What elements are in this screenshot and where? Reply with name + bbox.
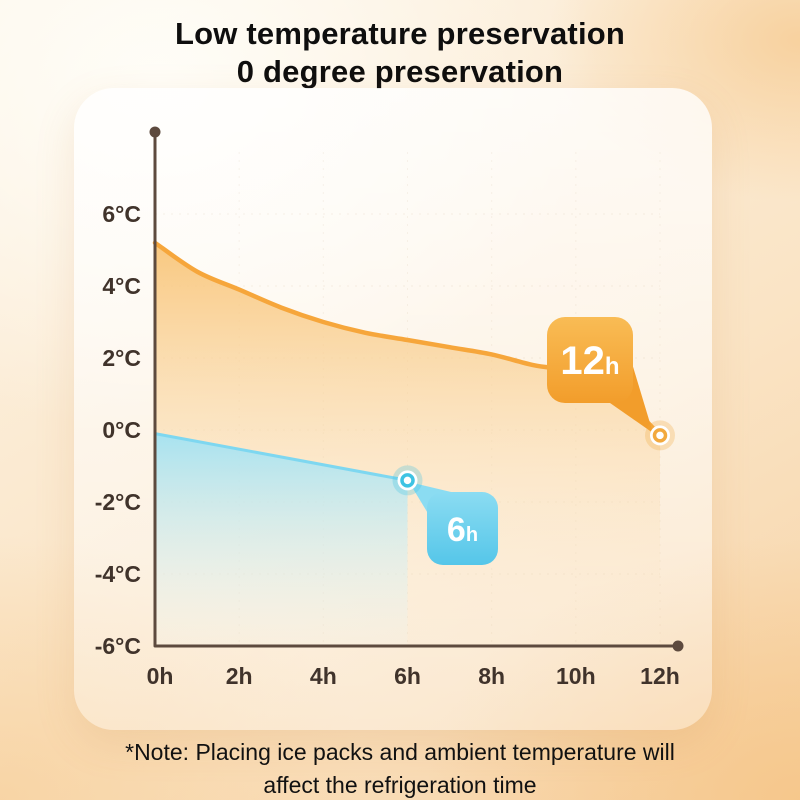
time-badge-6h: 6h bbox=[409, 482, 498, 565]
badge-label: 12h bbox=[560, 339, 619, 383]
x-axis-end-dot bbox=[672, 640, 684, 652]
footnote-line-2: affect the refrigeration time bbox=[263, 771, 537, 798]
x-tick-label: 0h bbox=[147, 663, 174, 689]
axes bbox=[153, 130, 680, 648]
x-tick-label: 8h bbox=[478, 663, 505, 689]
x-tick-label: 6h bbox=[394, 663, 421, 689]
x-tick-label: 2h bbox=[226, 663, 253, 689]
endpoint-ring-preservation-12h bbox=[652, 428, 668, 443]
badge-body bbox=[427, 492, 498, 565]
series-area-preservation-6h bbox=[155, 433, 408, 646]
y-tick-label: -2°C bbox=[95, 489, 141, 515]
y-tick-label: 6°C bbox=[102, 201, 141, 227]
series-line-preservation-6h bbox=[153, 432, 409, 482]
badge-label: 6h bbox=[447, 511, 478, 549]
y-tick-label: -4°C bbox=[95, 561, 141, 587]
x-tick-label: 4h bbox=[310, 663, 337, 689]
badge-body bbox=[547, 317, 633, 403]
x-tick-label: 12h bbox=[640, 663, 680, 689]
y-tick-label: 2°C bbox=[102, 345, 141, 371]
footnote: *Note: Placing ice packs and ambient tem… bbox=[0, 736, 800, 802]
x-tick-label: 10h bbox=[556, 663, 596, 689]
time-badge-12h: 12h bbox=[547, 317, 653, 433]
page-title: Low temperature preservation 0 degree pr… bbox=[0, 15, 800, 91]
y-axis-end-dot bbox=[149, 126, 161, 138]
y-tick-label: -6°C bbox=[95, 633, 141, 659]
y-tick-label: 4°C bbox=[102, 273, 141, 299]
footnote-line-1: *Note: Placing ice packs and ambient tem… bbox=[125, 739, 675, 765]
y-tick-label: 0°C bbox=[102, 417, 141, 443]
title-line-2: 0 degree preservation bbox=[236, 53, 564, 89]
endpoint-ring-preservation-6h bbox=[400, 473, 415, 488]
title-line-1: Low temperature preservation bbox=[174, 16, 626, 51]
